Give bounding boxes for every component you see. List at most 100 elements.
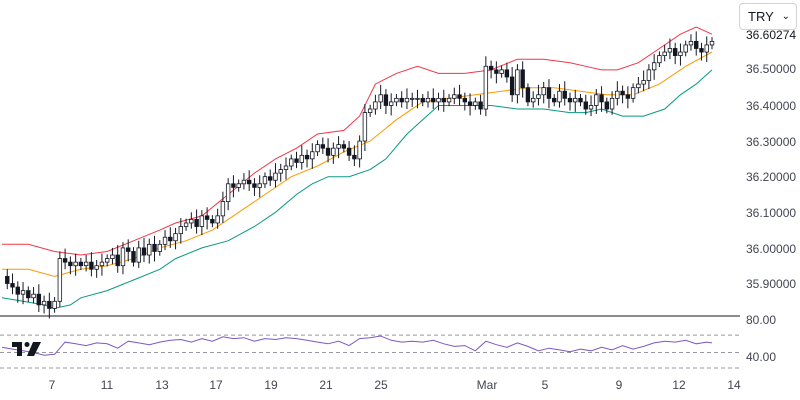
candle-body [441,97,446,103]
candle-body [257,183,262,188]
price-axis[interactable]: 36.50000 36.40000 36.30000 36.20000 36.1… [746,28,796,291]
candle-body [431,97,436,103]
candle-body [567,97,573,103]
candle-body [552,97,557,103]
candle-body [588,105,594,110]
candle-body [536,94,541,99]
currency-select-value: TRY [748,9,774,24]
candle-body [52,300,57,309]
time-tick-label: 19 [264,378,278,392]
candle-body [678,51,683,57]
candle-body [425,97,431,103]
candle-body [336,144,341,149]
candle-body [525,87,531,103]
candle-body [99,261,105,267]
candle-body [636,83,641,89]
price-tick-label: 36.30000 [746,135,796,149]
candle-body [683,44,688,53]
candle-body [462,97,468,103]
tradingview-logo [12,342,41,356]
chevron-down-icon: ⌄ [781,11,790,22]
candle-body [136,247,141,263]
candle-body [5,275,10,284]
candle-body [110,254,115,259]
candle-body [47,300,52,309]
time-tick-label: 13 [155,378,169,392]
candle-body [236,183,241,188]
bollinger-bands-layer [1,26,713,309]
candle-body [157,243,162,252]
candle-body [68,261,73,267]
candle-body [410,97,415,100]
candle-body [651,62,657,71]
time-tick-label: 21 [319,378,333,392]
candle-body [173,233,178,242]
candle-body [504,69,510,78]
time-tick-label: 25 [374,378,388,392]
candle-body [83,261,89,267]
candle-body [667,48,673,53]
grid-layer [0,315,740,369]
candle-body [357,140,362,160]
candle-body [541,87,546,96]
candle-body [78,261,84,267]
time-tick-label: Mar [477,378,498,392]
price-tick-label: 35.90000 [746,277,796,291]
candle-body [41,300,47,306]
candle-body [294,158,299,163]
candle-body [509,76,515,96]
candle-body [20,290,26,295]
time-tick-label: 9 [616,378,623,392]
candle-body [162,236,168,245]
time-tick-label: 17 [209,378,223,392]
rsi-line [1,335,713,356]
candle-body [625,94,631,99]
candle-body [304,154,310,160]
candle-body [630,87,636,99]
rsi-pane [1,335,713,356]
candle-body [289,158,294,167]
candle-body [694,40,699,49]
price-tick-label: 36.20000 [746,170,796,184]
time-axis[interactable]: 7 11 13 17 19 21 25 Mar 5 9 12 14 [49,378,741,392]
candle-body [662,51,667,57]
candle-body [688,40,694,46]
price-tick-label: 36.50000 [746,62,796,76]
candle-body [699,48,704,53]
candle-body [204,215,210,220]
candle-body [89,261,94,270]
candle-body [299,154,304,163]
candle-body [494,69,499,74]
candle-body [241,179,247,185]
candle-body [210,219,215,224]
rsi-axis[interactable]: 80.00 40.00 [746,313,776,364]
candle-body [57,258,63,302]
candle-body [341,144,347,149]
candle-body [278,169,283,174]
candle-body [268,176,273,181]
currency-select[interactable]: TRY ⌄ [739,3,797,30]
candle-body [388,101,394,106]
time-tick-label: 14 [727,378,741,392]
candle-body [399,97,404,103]
bollinger-upper-line [2,26,713,256]
candle-body [189,219,194,224]
candle-body [394,97,399,103]
candle-body [378,94,383,103]
candle-body [315,144,320,153]
candle-body [520,69,525,89]
candle-body [515,69,520,96]
candle-body [620,90,625,96]
candle-body [62,258,68,263]
time-tick-label: 5 [542,378,549,392]
price-tick-label: 36.00000 [746,242,796,256]
candle-body [147,243,152,256]
rsi-tick-label: 40.00 [746,350,776,364]
rsi-tick-label: 80.00 [746,313,776,327]
candle-body [183,222,189,227]
price-tick-label: 36.10000 [746,206,796,220]
candle-body [94,265,99,270]
candle-body [320,144,326,149]
candle-body [15,286,20,295]
